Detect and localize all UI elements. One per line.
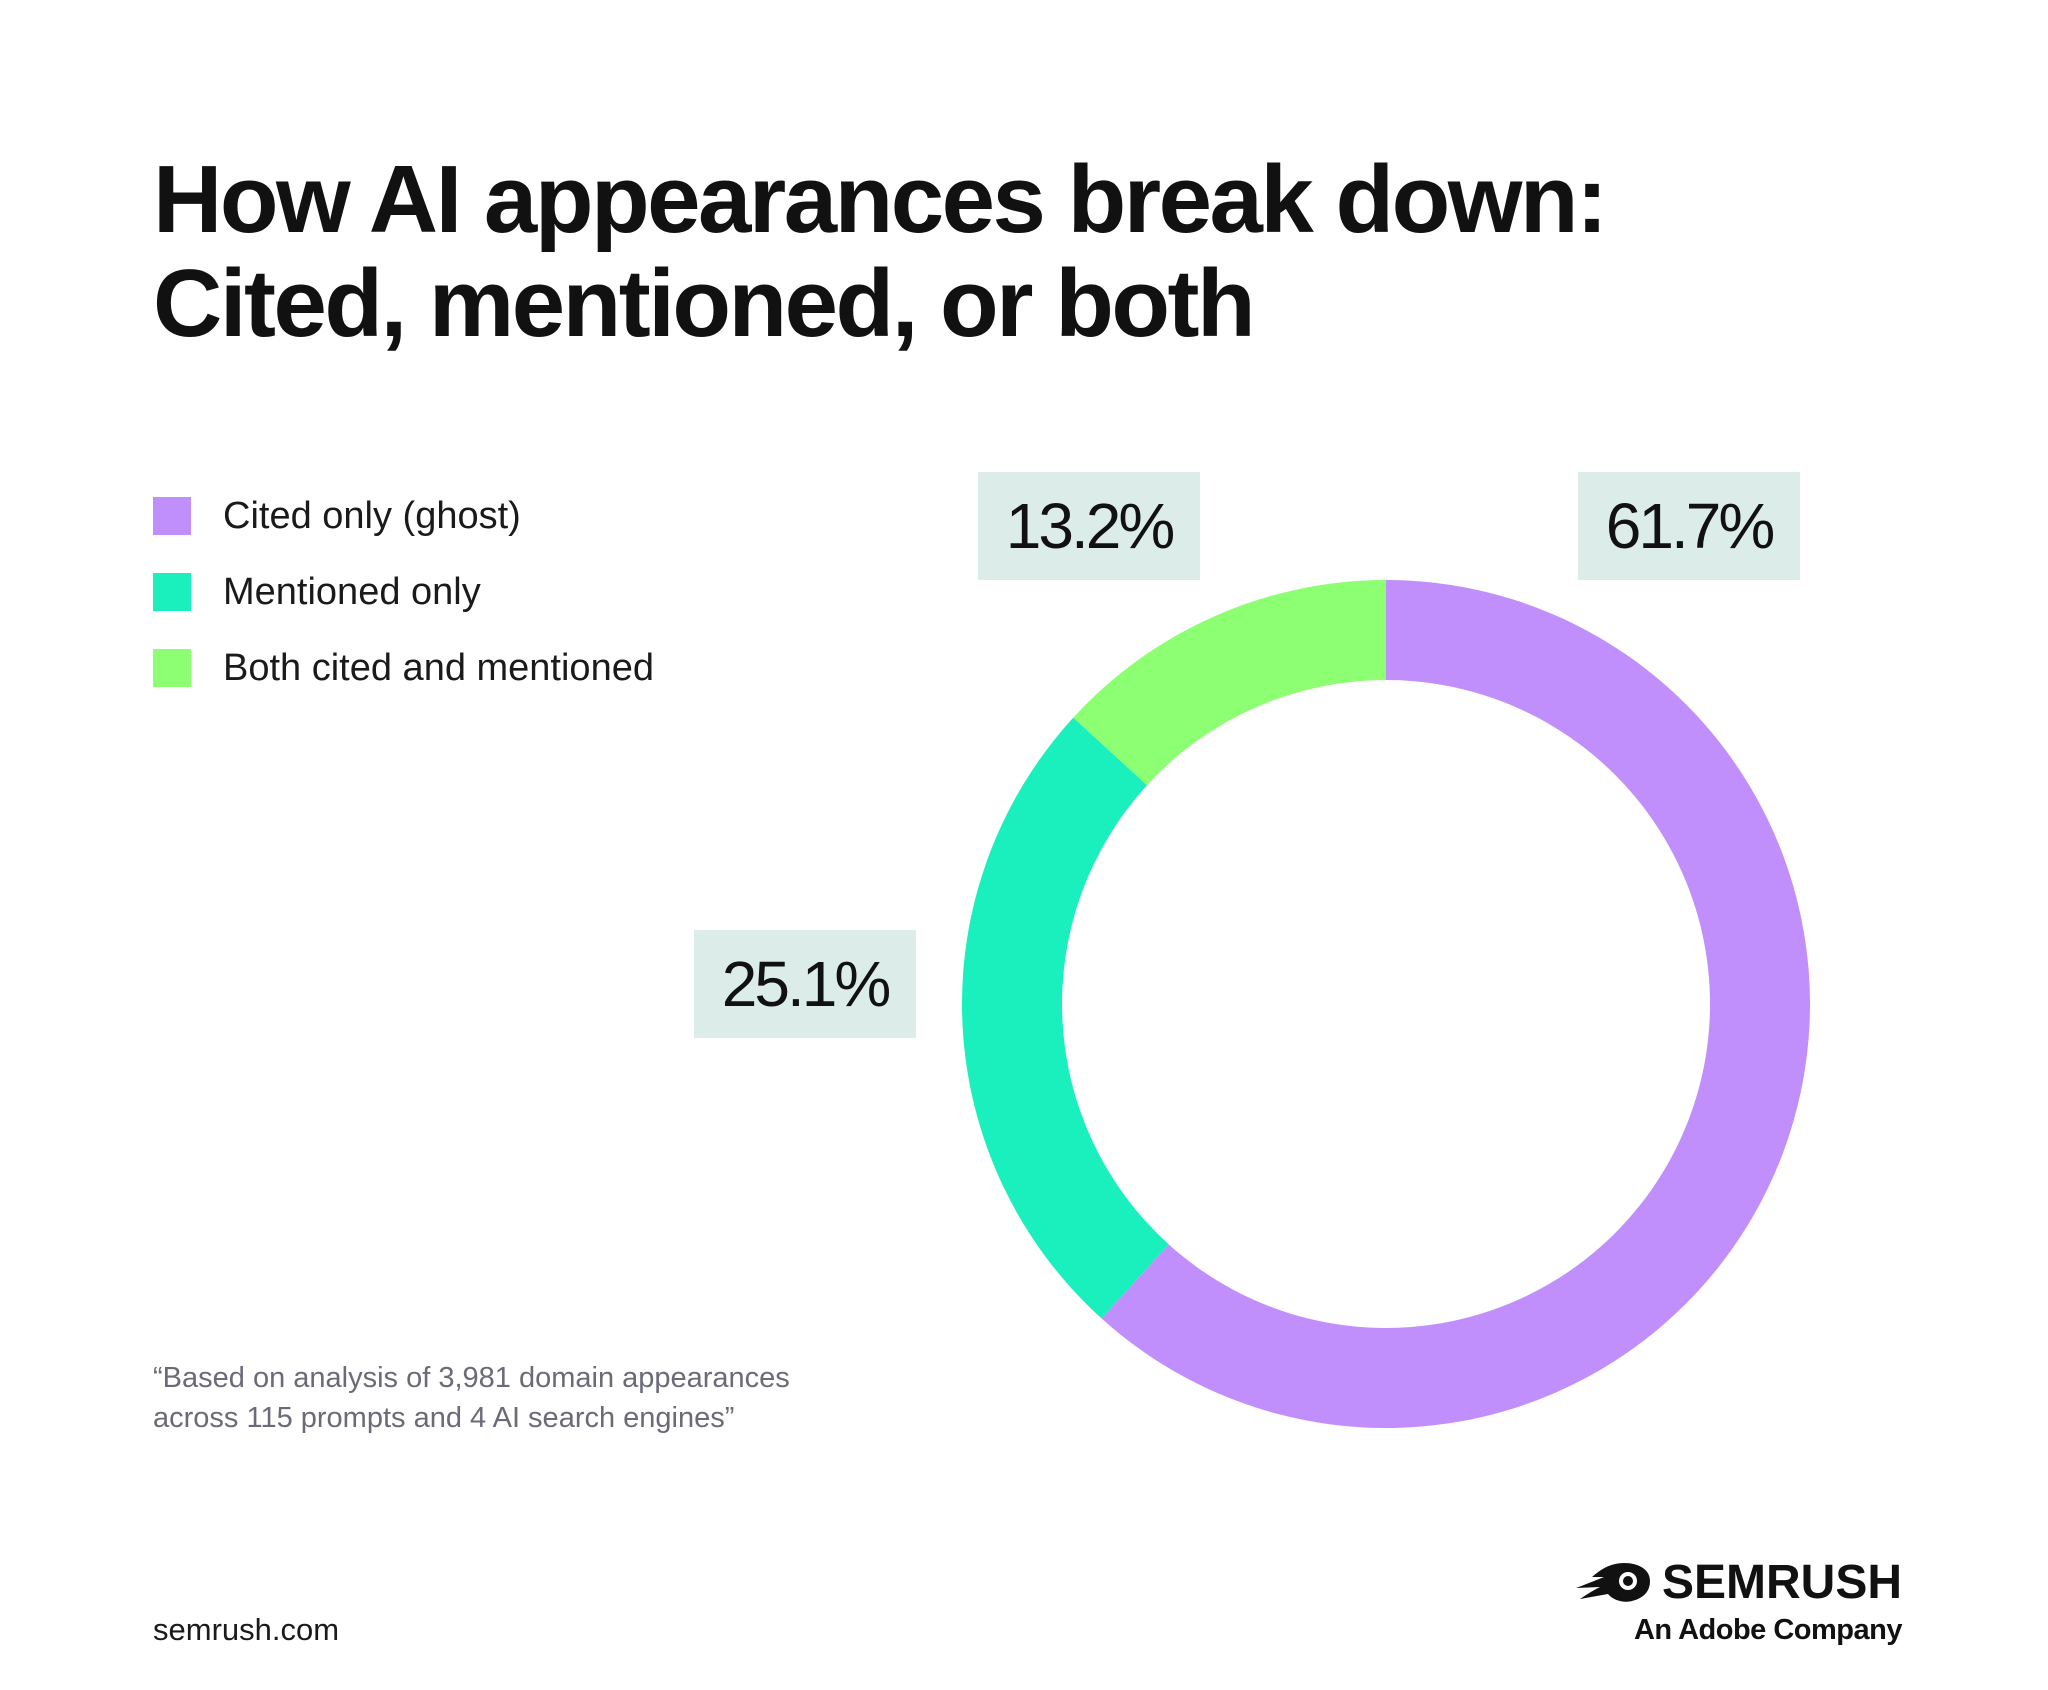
brand-logo: SEMRUSH An Adobe Company — [1548, 1558, 1903, 1647]
data-label-cited-only: 61.7% — [1578, 472, 1800, 580]
legend-swatch-both — [153, 649, 191, 687]
data-label-text-both: 13.2% — [1006, 490, 1174, 562]
data-label-both: 13.2% — [978, 472, 1200, 580]
legend-swatch-mentioned-only — [153, 573, 191, 611]
footnote-line-1: “Based on analysis of 3,981 domain appea… — [153, 1362, 790, 1394]
legend-item-cited-only: Cited only (ghost) — [153, 478, 654, 554]
donut-slice-cited-only — [1101, 580, 1810, 1429]
title-line-1: How AI appearances break down: — [153, 146, 1608, 253]
donut-slice-mentioned-only — [961, 717, 1169, 1319]
site-url: semrush.com — [153, 1612, 340, 1647]
semrush-comet-icon — [1575, 1563, 1650, 1602]
legend-item-both: Both cited and mentioned — [153, 630, 654, 706]
footnote-line-2: across 115 prompts and 4 AI search engin… — [153, 1402, 735, 1434]
legend-swatch-cited-only — [153, 497, 191, 535]
data-label-text-mentioned-only: 25.1% — [722, 948, 890, 1020]
legend: Cited only (ghost) Mentioned only Both c… — [153, 478, 654, 706]
legend-label-mentioned-only: Mentioned only — [223, 570, 481, 613]
data-label-box-both — [978, 472, 1200, 580]
data-label-text-cited-only: 61.7% — [1606, 490, 1774, 562]
legend-label-cited-only: Cited only (ghost) — [223, 494, 521, 537]
data-label-box-mentioned-only — [694, 930, 916, 1038]
title-line-2: Cited, mentioned, or both — [153, 250, 1256, 357]
brand-tagline: An Adobe Company — [1633, 1614, 1903, 1646]
data-label-mentioned-only: 25.1% — [694, 930, 916, 1038]
chart-title: How AI appearances break down: Cited, me… — [153, 148, 1953, 356]
footnote: “Based on analysis of 3,981 domain appea… — [153, 1358, 790, 1438]
donut-slice-both — [1073, 580, 1386, 786]
data-label-box-cited-only — [1578, 472, 1800, 580]
brand-row: SEMRUSH — [1548, 1558, 1902, 1608]
brand-name: SEMRUSH — [1661, 1556, 1902, 1609]
legend-item-mentioned-only: Mentioned only — [153, 554, 654, 630]
legend-label-both: Both cited and mentioned — [223, 646, 654, 689]
